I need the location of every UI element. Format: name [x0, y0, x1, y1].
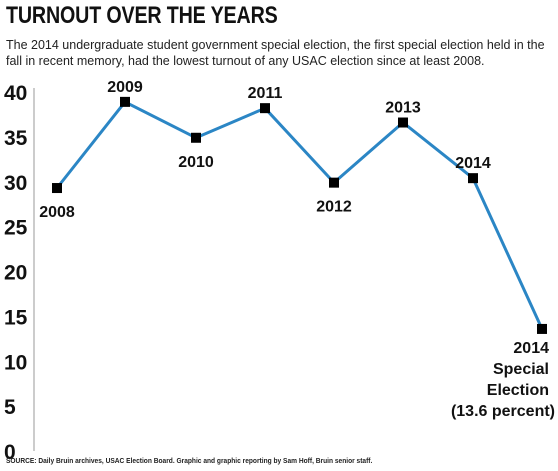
data-point-label: 2013	[385, 100, 421, 117]
data-point-marker	[260, 103, 270, 114]
y-tick-label: 25	[4, 217, 28, 240]
data-point-label: 2011	[248, 85, 283, 102]
y-tick-label: 40	[4, 82, 27, 105]
y-tick-label: 30	[4, 172, 27, 195]
y-tick-label: 15	[4, 306, 28, 329]
data-point-marker	[398, 117, 408, 128]
data-point-marker	[537, 323, 547, 334]
data-point-marker	[52, 183, 62, 194]
data-point-label: 2014	[455, 155, 491, 172]
data-point-label: 2012	[316, 199, 352, 216]
y-tick-label: 5	[4, 396, 16, 419]
data-point-marker	[191, 132, 201, 143]
y-tick-label: 35	[4, 127, 28, 150]
source-note: SOURCE: Daily Bruin archives, USAC Elect…	[6, 456, 373, 465]
y-tick-label: 10	[4, 351, 27, 374]
y-tick-label: 0	[4, 441, 16, 464]
data-point-marker	[120, 96, 130, 107]
data-point-marker	[468, 173, 478, 184]
turnout-series-line	[55, 100, 544, 330]
data-point-marker	[329, 177, 339, 188]
data-point-label: 2010	[178, 154, 214, 171]
data-point-label: 2009	[107, 79, 143, 96]
chart-title: TURNOUT OVER THE YEARS	[6, 2, 278, 29]
data-point-label: 2014 Special Election (13.6 percent)	[451, 340, 555, 420]
y-tick-label: 20	[4, 262, 27, 285]
chart-subtitle: The 2014 undergraduate student governmen…	[6, 38, 545, 68]
data-point-label: 2008	[39, 204, 75, 221]
